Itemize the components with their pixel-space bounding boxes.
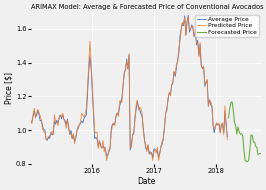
Line: Forecasted Price: Forecasted Price [228,102,260,162]
Line: Predicted Price: Predicted Price [31,17,227,161]
X-axis label: Date: Date [137,177,155,186]
Legend: Average Price, Predicted Price, Forecasted Price: Average Price, Predicted Price, Forecast… [196,15,259,36]
Text: ARIMAX Model: Average & Forecasted Price of Conventional Avocados in the United : ARIMAX Model: Average & Forecasted Price… [31,4,266,10]
Line: Average Price: Average Price [31,15,227,158]
Y-axis label: Price [$]: Price [$] [4,72,13,104]
